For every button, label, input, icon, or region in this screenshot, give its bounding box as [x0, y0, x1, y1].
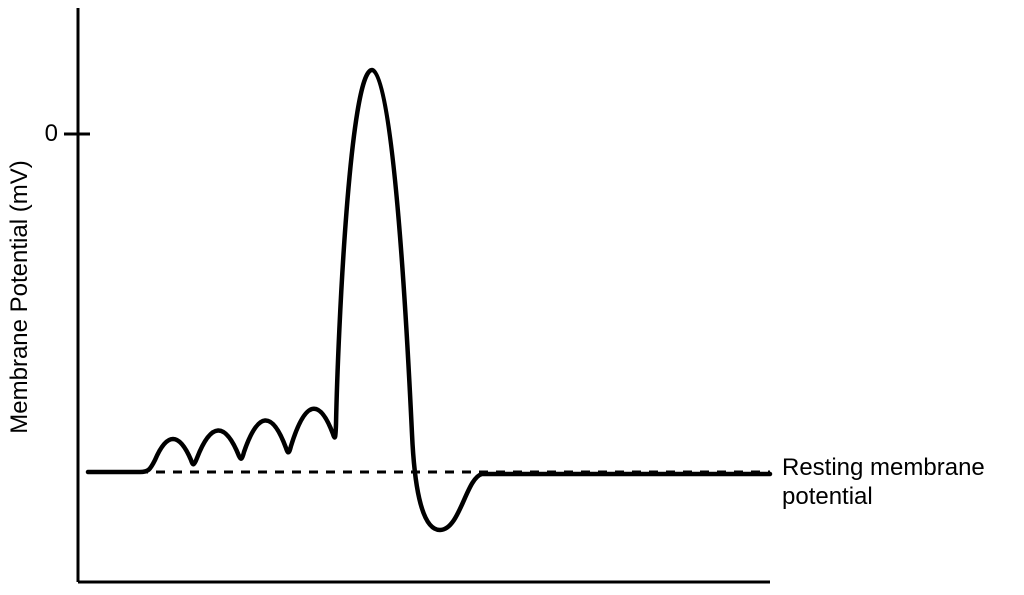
chart-container: Membrane Potential (mV) 0 Resting membra… [0, 0, 1024, 595]
resting-potential-line1: Resting membrane [782, 454, 985, 483]
resting-potential-annotation: Resting membrane potential [782, 454, 985, 512]
y-tick-zero-text: 0 [45, 120, 58, 147]
action-potential-curve [88, 70, 770, 530]
resting-potential-line2: potential [782, 483, 985, 512]
y-tick-zero-label: 0 [0, 120, 58, 148]
y-axis-label-text: Membrane Potential (mV) [6, 160, 33, 433]
